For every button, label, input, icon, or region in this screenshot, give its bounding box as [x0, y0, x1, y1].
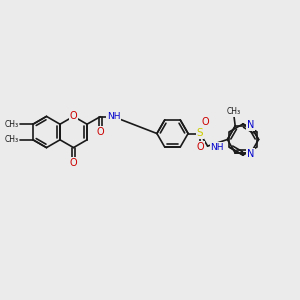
Text: NH: NH — [211, 143, 224, 152]
Text: CH₃: CH₃ — [5, 135, 19, 144]
Text: N: N — [247, 149, 254, 159]
Text: O: O — [196, 142, 204, 152]
Text: O: O — [70, 111, 77, 121]
Text: O: O — [70, 158, 77, 168]
Text: CH₃: CH₃ — [226, 107, 241, 116]
Text: N: N — [247, 120, 254, 130]
Text: NH: NH — [107, 112, 120, 121]
Text: CH₃: CH₃ — [5, 120, 19, 129]
Text: S: S — [197, 128, 203, 139]
Text: O: O — [201, 117, 209, 127]
Text: O: O — [96, 127, 104, 137]
